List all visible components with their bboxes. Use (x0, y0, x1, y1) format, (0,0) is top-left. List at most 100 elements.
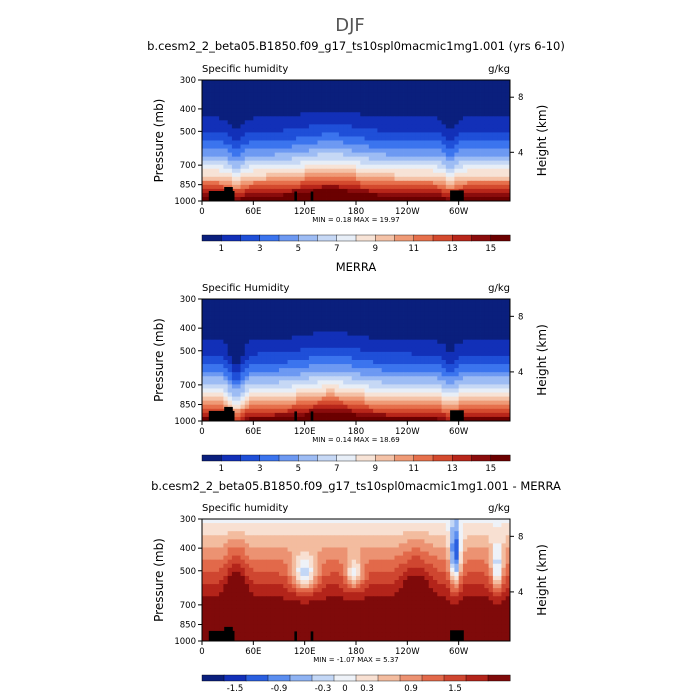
heatmap-cell (291, 148, 297, 153)
heatmap-cell (287, 108, 293, 113)
heatmap-cell (266, 311, 271, 316)
heatmap-cell (274, 315, 280, 320)
heatmap-cell (377, 376, 383, 381)
heatmap-cell (236, 547, 241, 552)
heatmap-cell (403, 168, 408, 174)
heatmap-cell (334, 128, 340, 133)
heatmap-cell (296, 156, 301, 162)
heatmap-cell (202, 84, 207, 89)
heatmap-cell (214, 88, 220, 93)
heatmap-cell (377, 327, 383, 332)
heatmap-cell (313, 396, 318, 402)
heatmap-cell (458, 315, 464, 320)
heatmap-cell (415, 343, 421, 349)
heatmap-cell (385, 311, 391, 316)
heatmap-cell (377, 323, 383, 328)
heatmap-cell (492, 303, 498, 308)
heatmap-cell (445, 303, 451, 308)
heatmap-cell (433, 535, 438, 540)
heatmap-cell (313, 196, 318, 202)
heatmap-cell (488, 156, 494, 162)
heatmap-cell (428, 88, 434, 93)
heatmap-cell (244, 184, 250, 190)
heatmap-cell (394, 92, 400, 97)
heatmap-cell (492, 539, 498, 544)
heatmap-cell (219, 400, 224, 406)
heatmap-cell (279, 519, 284, 524)
heatmap-cell (356, 519, 361, 524)
heatmap-cell (279, 396, 284, 402)
heatmap-cell (257, 364, 263, 369)
heatmap-cell (279, 172, 284, 178)
heatmap-cell (445, 84, 451, 89)
heatmap-cell (462, 535, 468, 540)
heatmap-cell (441, 335, 447, 341)
heatmap-cell (257, 331, 263, 336)
heatmap-cell (326, 108, 331, 113)
heatmap-cell (308, 319, 314, 324)
heatmap-cell (390, 168, 395, 174)
heatmap-cell (373, 144, 378, 149)
heatmap-cell (330, 380, 336, 385)
heatmap-cell (394, 543, 400, 548)
heatmap-cell (313, 368, 318, 373)
heatmap-cell (347, 80, 353, 85)
heatmap-cell (437, 172, 442, 178)
heatmap-cell (274, 160, 280, 166)
heatmap-cell (257, 327, 263, 332)
heatmap-cell (403, 343, 408, 349)
heatmap-cell (492, 132, 498, 137)
heatmap-cell (411, 384, 417, 389)
heatmap-cell (450, 152, 455, 158)
heatmap-cell (373, 539, 378, 544)
heatmap-cell (287, 152, 293, 158)
heatmap-cell (433, 527, 438, 532)
heatmap-cell (202, 148, 207, 153)
heatmap-cell (274, 303, 280, 308)
heatmap-cell (202, 535, 207, 540)
heatmap-cell (373, 176, 378, 182)
heatmap-cell (377, 380, 383, 385)
heatmap-cell (343, 519, 348, 524)
heatmap-cell (454, 307, 460, 312)
heatmap-cell (385, 152, 391, 158)
heatmap-cell (467, 120, 472, 125)
heatmap-cell (326, 104, 331, 109)
heatmap-cell (249, 112, 254, 117)
heatmap-cell (403, 535, 408, 540)
heatmap-cell (231, 539, 237, 544)
heatmap-cell (394, 396, 400, 402)
heatmap-cell (505, 364, 511, 369)
heatmap-cell (206, 404, 211, 410)
heatmap-cell (266, 376, 271, 381)
heatmap-cell (505, 144, 511, 149)
heatmap-cell (394, 360, 400, 365)
heatmap-cell (450, 404, 455, 410)
colorbar-label: 13 (447, 244, 458, 254)
heatmap-cell (334, 299, 340, 304)
heatmap-cell (437, 404, 442, 410)
heatmap-cell (373, 531, 378, 536)
heatmap-cell (321, 192, 327, 198)
heatmap-cell (407, 132, 413, 137)
heatmap-cell (338, 148, 344, 153)
heatmap-cell (214, 303, 220, 308)
heatmap-cell (424, 160, 430, 166)
heatmap-cell (462, 156, 468, 162)
heatmap-cell (206, 360, 211, 365)
heatmap-cell (296, 96, 301, 101)
heatmap-cell (296, 172, 301, 178)
heatmap-cell (484, 196, 490, 202)
heatmap-cell (475, 315, 481, 320)
heatmap-cell (407, 168, 413, 174)
heatmap-cell (480, 311, 485, 316)
heatmap-cell (458, 164, 464, 170)
heatmap-cell (334, 311, 340, 316)
heatmap-cell (471, 412, 477, 418)
heatmap-cell (501, 400, 507, 406)
heatmap-cell (368, 347, 374, 353)
heatmap-cell (492, 156, 498, 162)
heatmap-cell (381, 132, 387, 137)
heatmap-cell (488, 164, 494, 170)
heatmap-cell (351, 351, 357, 357)
